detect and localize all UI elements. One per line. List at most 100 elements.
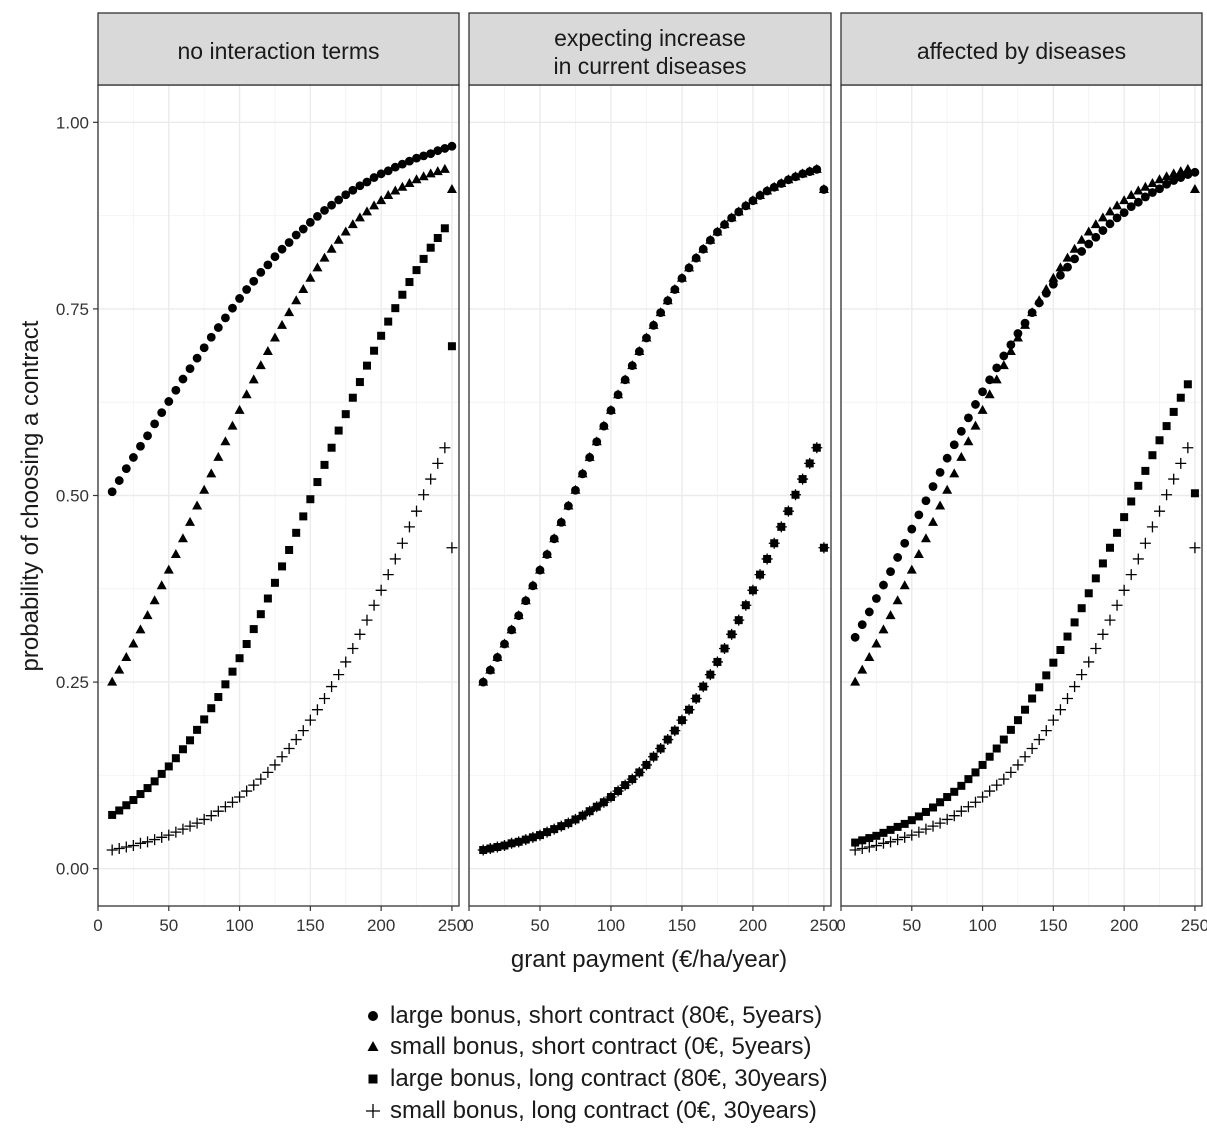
data-point-plus [269, 759, 281, 771]
data-point-plus [1161, 489, 1173, 501]
x-tick-label: 200 [1110, 916, 1138, 935]
x-tick-label: 200 [739, 916, 767, 935]
data-point-square [440, 224, 449, 233]
data-point-plus [432, 457, 444, 469]
data-point-square [320, 460, 329, 469]
data-point-triangle [192, 500, 203, 510]
data-point-plus [163, 829, 175, 841]
data-point-triangle [404, 178, 415, 188]
data-point-plus [198, 813, 210, 825]
data-point-circle [956, 426, 966, 436]
data-point-square [285, 545, 294, 554]
data-point-circle [921, 496, 931, 506]
data-point-triangle [1119, 195, 1130, 205]
data-point-square [1049, 658, 1058, 667]
data-point-triangle [291, 295, 302, 305]
data-point-plus [1062, 693, 1074, 705]
data-point-plus [683, 704, 695, 716]
data-point-triangle [269, 332, 280, 342]
data-point-triangle [326, 243, 337, 253]
data-point-square [893, 822, 902, 831]
data-point-square [150, 777, 159, 786]
data-point-triangle [613, 389, 624, 399]
data-point-square [157, 769, 166, 778]
data-point-plus [491, 841, 503, 853]
data-point-triangle [354, 212, 365, 222]
data-point-circle [412, 153, 421, 163]
legend-key-circle [368, 1011, 378, 1021]
data-point-plus [697, 681, 709, 693]
data-point-circle [136, 441, 145, 451]
data-point-circle [971, 400, 980, 409]
y-axis-title: probability of choosing a contract [17, 320, 44, 671]
data-point-circle [277, 244, 287, 254]
data-point-square [1120, 513, 1129, 522]
data-point-triangle [1055, 262, 1066, 272]
data-point-square [1176, 393, 1185, 402]
data-point-triangle [970, 420, 981, 430]
data-point-square [907, 816, 916, 825]
data-point-circle [284, 238, 294, 247]
data-point-square [341, 410, 350, 419]
data-point-triangle [340, 226, 351, 236]
data-point-triangle [1076, 234, 1087, 244]
data-point-square [1042, 671, 1051, 680]
data-point-square [886, 825, 895, 834]
data-point-square [263, 594, 272, 603]
data-point-triangle [121, 651, 132, 661]
data-point-square [1162, 422, 1171, 431]
data-point-square [292, 528, 301, 537]
data-point-triangle [114, 664, 125, 674]
data-point-triangle [446, 183, 457, 193]
data-point-square [178, 745, 187, 754]
data-point-circle [362, 177, 372, 187]
data-point-plus [1076, 669, 1088, 681]
y-tick-label: 0.25 [56, 673, 89, 692]
data-point-circle [256, 267, 266, 277]
data-point-circle [298, 224, 308, 234]
data-point-triangle [913, 548, 924, 558]
data-point-triangle [769, 181, 780, 191]
data-point-plus [170, 826, 182, 838]
data-point-plus [782, 505, 794, 517]
data-point-triangle [305, 272, 316, 282]
legend-label: large bonus, short contract (80€, 5years… [390, 1002, 822, 1029]
x-tick-label: 100 [597, 916, 625, 935]
data-point-square [391, 304, 400, 313]
data-point-circle [447, 141, 457, 151]
data-point-plus [662, 734, 674, 746]
data-point-triangle [906, 564, 917, 574]
data-point-plus [527, 831, 539, 843]
data-point-circle [376, 169, 386, 179]
data-point-plus [1033, 734, 1045, 746]
data-point-square [136, 790, 145, 799]
data-point-plus [283, 743, 295, 755]
data-point-plus [626, 773, 638, 785]
data-point-triangle [262, 345, 273, 355]
data-point-plus [368, 599, 380, 611]
x-tick-label: 50 [159, 916, 178, 935]
data-point-triangle [411, 174, 422, 184]
x-tick-label: 150 [668, 916, 696, 935]
data-point-circle [397, 159, 407, 169]
data-point-plus [640, 759, 652, 771]
data-point-plus [913, 826, 925, 838]
data-point-plus [1154, 505, 1166, 517]
data-point-circle [1140, 192, 1150, 202]
data-point-square [200, 715, 209, 724]
data-point-circle [426, 149, 436, 159]
data-point-triangle [684, 262, 695, 272]
data-point-triangle [662, 295, 673, 305]
data-point-triangle [284, 307, 295, 317]
data-point-plus [690, 693, 702, 705]
data-point-triangle [333, 234, 344, 244]
data-point-circle [369, 173, 379, 182]
data-point-triangle [935, 500, 946, 510]
data-point-triangle [899, 580, 910, 590]
facet-strip-label: expecting increase [554, 25, 746, 51]
data-point-triangle [376, 195, 387, 205]
data-point-plus [1090, 643, 1102, 655]
data-point-circle [1190, 167, 1200, 177]
data-point-circle [1070, 254, 1079, 264]
data-point-square [447, 342, 456, 351]
